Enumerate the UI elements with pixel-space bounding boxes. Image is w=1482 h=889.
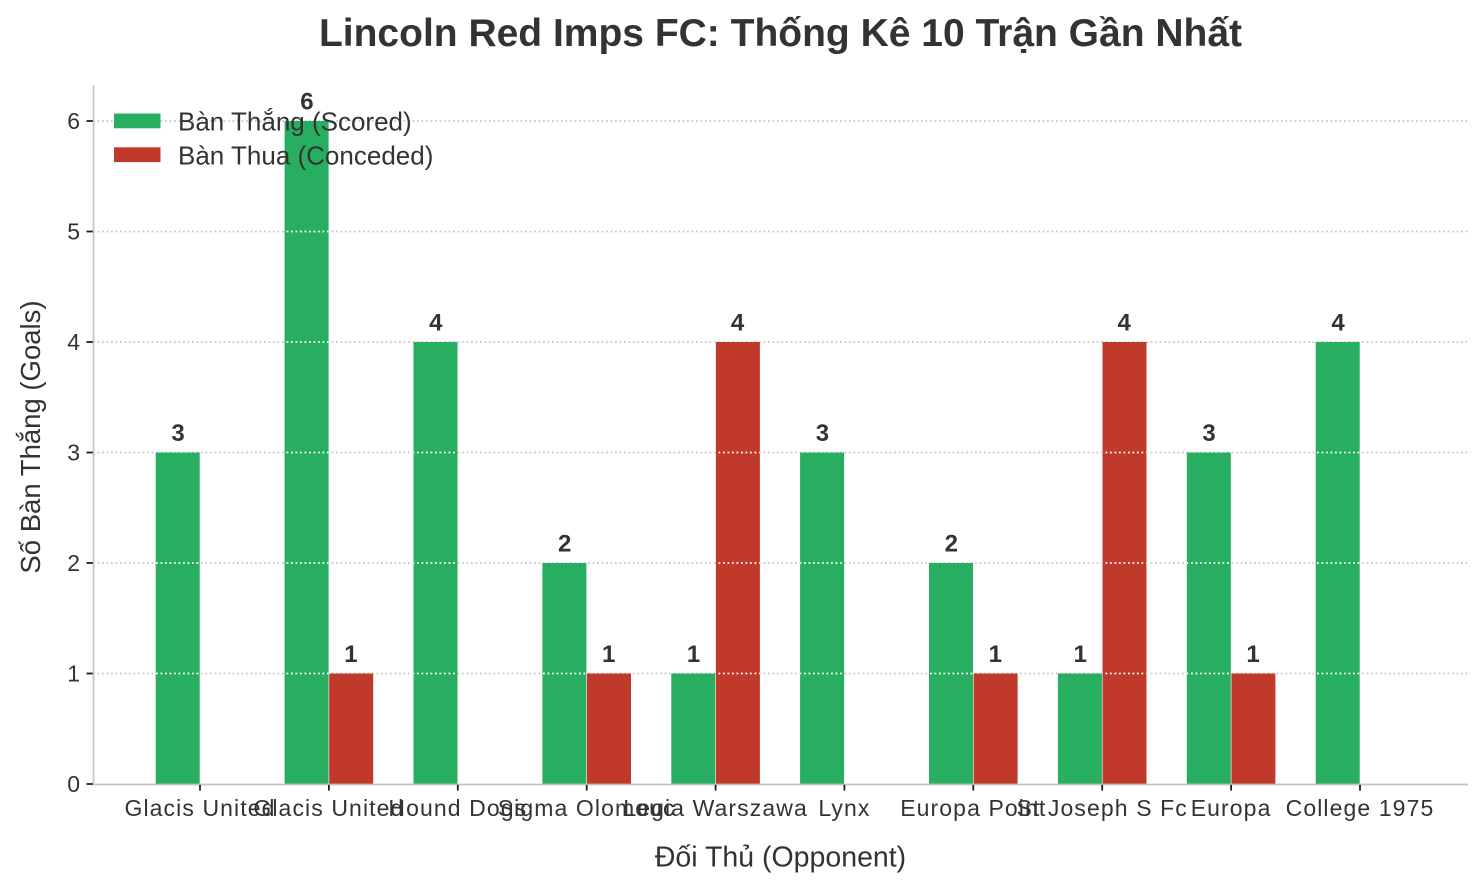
svg-text:Legia Warszawa: Legia Warszawa (623, 795, 808, 821)
svg-text:4: 4 (1331, 310, 1345, 337)
svg-text:College 1975: College 1975 (1286, 795, 1435, 821)
svg-text:2: 2 (67, 550, 80, 576)
svg-text:3: 3 (67, 440, 80, 466)
svg-text:Hound Dogs: Hound Dogs (388, 795, 527, 821)
svg-text:Lynx: Lynx (818, 795, 870, 821)
svg-text:3: 3 (816, 420, 829, 447)
svg-text:Sigma Olomouc: Sigma Olomouc (498, 795, 676, 821)
svg-text:6: 6 (300, 89, 313, 116)
svg-text:1: 1 (1246, 641, 1259, 668)
svg-text:Glacis United: Glacis United (253, 795, 404, 821)
svg-text:0: 0 (67, 771, 80, 797)
svg-text:Europa Point: Europa Point (900, 795, 1046, 821)
svg-text:St Joseph S Fc: St Joseph S Fc (1017, 795, 1188, 821)
svg-text:Glacis United: Glacis United (124, 795, 275, 821)
svg-text:4: 4 (1118, 310, 1132, 337)
svg-text:1: 1 (602, 641, 615, 668)
svg-text:1: 1 (67, 661, 80, 687)
svg-text:1: 1 (989, 641, 1002, 668)
svg-text:2: 2 (558, 531, 571, 558)
svg-text:Europa: Europa (1191, 795, 1272, 821)
svg-text:6: 6 (67, 108, 80, 134)
svg-text:1: 1 (344, 641, 357, 668)
svg-text:Bàn Thua (Conceded): Bàn Thua (Conceded) (178, 141, 433, 171)
svg-text:5: 5 (67, 219, 80, 245)
svg-text:4: 4 (429, 310, 443, 337)
svg-text:1: 1 (1074, 641, 1087, 668)
svg-text:3: 3 (171, 420, 184, 447)
svg-text:4: 4 (731, 310, 745, 337)
svg-text:Đối Thủ (Opponent): Đối Thủ (Opponent) (655, 842, 906, 874)
svg-text:3: 3 (1202, 420, 1215, 447)
svg-text:1: 1 (687, 641, 700, 668)
svg-text:Bàn Thắng (Scored): Bàn Thắng (Scored) (178, 107, 412, 137)
svg-text:Số Bàn Thắng (Goals): Số Bàn Thắng (Goals) (15, 300, 46, 573)
svg-text:Lincoln Red Imps FC: Thống Kê: Lincoln Red Imps FC: Thống Kê 10 Trận Gầ… (319, 12, 1242, 55)
svg-text:4: 4 (67, 329, 80, 355)
svg-text:2: 2 (945, 531, 958, 558)
